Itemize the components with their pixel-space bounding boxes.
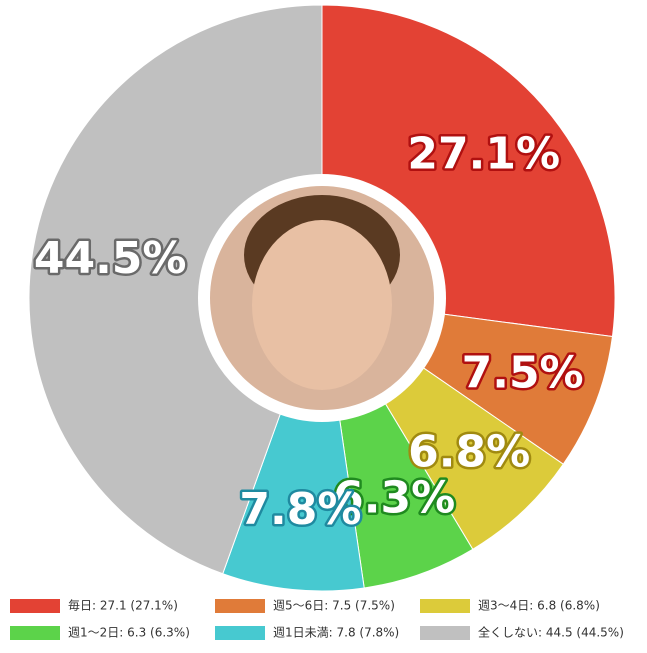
value-label: 6.3% — [333, 473, 455, 524]
value-label: 6.8% — [408, 427, 530, 478]
legend-label: 週1日未満: 7.8 (7.8%) — [273, 626, 399, 640]
legend-swatch — [215, 599, 265, 613]
legend-swatch — [10, 599, 60, 613]
value-label: 27.1% — [407, 128, 560, 179]
photo-face — [252, 220, 392, 390]
legend-label: 毎日: 27.1 (27.1%) — [68, 598, 178, 613]
legend-swatch — [215, 626, 265, 640]
value-labels: 27.1% 7.5% 6.8%6.3%7.8% 44.5% — [31, 126, 586, 538]
legend-swatch — [420, 599, 470, 613]
legend: 毎日: 27.1 (27.1%) 週5〜6日: 7.5 (7.5%) 週3〜4日: … — [10, 598, 624, 640]
legend-label: 週1〜2日: 6.3 (6.3%) — [68, 626, 190, 640]
legend-swatch — [420, 626, 470, 640]
legend-background — [0, 592, 647, 653]
donut — [28, 4, 616, 592]
legend-swatch — [10, 626, 60, 640]
value-label: 7.5% — [462, 347, 584, 398]
legend-label: 全くしない: 44.5 (44.5%) — [478, 625, 624, 640]
center-photo — [198, 174, 446, 422]
value-label: 44.5% — [34, 233, 187, 284]
value-label: 7.8% — [239, 484, 361, 535]
legend-label: 週5〜6日: 7.5 (7.5%) — [273, 599, 395, 613]
legend-label: 週3〜4日: 6.8 (6.8%) — [478, 599, 600, 613]
